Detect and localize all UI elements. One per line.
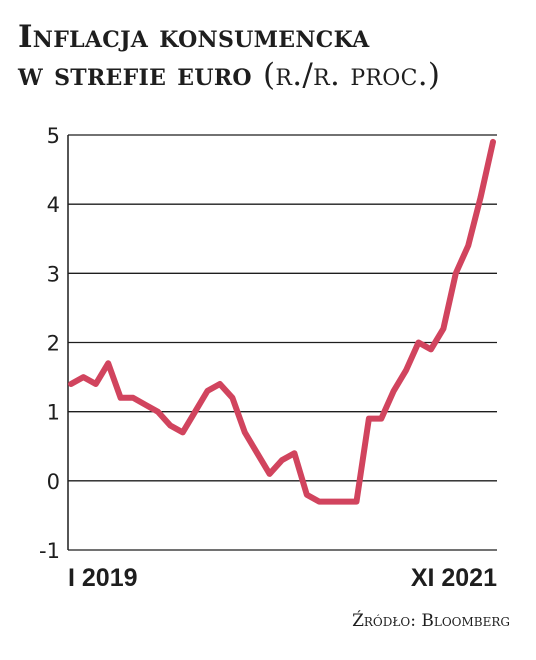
y-tick-label: 4 [47, 193, 60, 217]
x-tick-label-first: I 2019 [68, 564, 138, 592]
y-tick-label: 5 [47, 124, 60, 148]
chart-title: Inflacja konsumencka w strefie euro (r./… [18, 18, 528, 94]
gridlines [67, 134, 497, 551]
y-tick-label: 0 [47, 470, 60, 494]
y-tick-label: 1 [47, 401, 60, 425]
x-axis-ticks: I 2019 XI 2021 [68, 564, 497, 592]
y-tick-label: 2 [47, 332, 60, 356]
title-line-1: Inflacja konsumencka [18, 19, 370, 55]
x-tick-label-last: XI 2021 [411, 564, 497, 592]
y-tick-label: -1 [39, 539, 60, 563]
series-layer [68, 138, 496, 505]
series-line [68, 138, 496, 505]
title-line-2-wrap: w strefie euro (r./r. proc.) [18, 56, 528, 94]
title-line-2: w strefie euro [18, 57, 252, 93]
title-unit: (r./r. proc.) [262, 57, 441, 93]
source-note: Źródło: Bloomberg [352, 611, 510, 631]
y-tick-label: 3 [47, 262, 60, 286]
y-axis-ticks: -1 0 1 2 3 4 5 [39, 124, 60, 563]
